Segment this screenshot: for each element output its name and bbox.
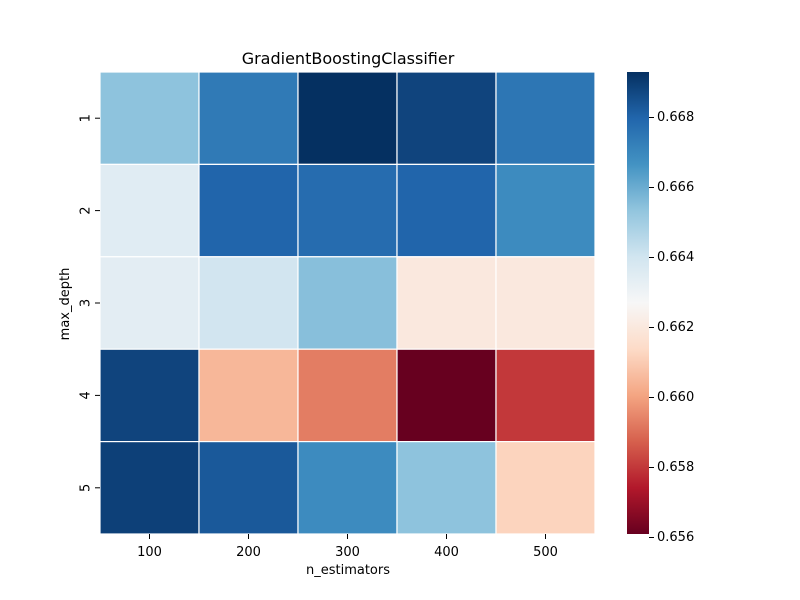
y-tick-label: 1 (79, 114, 94, 122)
heatmap-cell (495, 441, 596, 535)
colorbar-tick-label: 0.668 (657, 110, 694, 125)
y-tick-label: 5 (79, 484, 94, 492)
heatmap-cell (495, 348, 596, 443)
y-axis-label: max_depth (58, 268, 73, 341)
heatmap-cell (495, 71, 596, 166)
x-tick-label: 500 (533, 545, 558, 560)
heatmap-cell (396, 256, 497, 350)
heatmap-cell (99, 348, 200, 443)
heatmap-cell (396, 348, 497, 443)
heatmap-cell (396, 163, 497, 258)
heatmap-cell (297, 71, 398, 166)
y-tick-label: 4 (79, 391, 94, 399)
colorbar-tick-label: 0.666 (657, 180, 694, 195)
heatmap-cell (99, 256, 200, 350)
heatmap-cell (198, 348, 299, 443)
heatmap-cell (198, 71, 299, 166)
y-axis-ticks: 1 2 3 4 5 (79, 114, 100, 492)
colorbar-tick-label: 0.660 (657, 390, 694, 405)
heatmap-cell (396, 71, 497, 166)
heatmap-cell (297, 348, 398, 443)
heatmap-cell (297, 256, 398, 350)
x-tick-label: 200 (236, 545, 261, 560)
heatmap-cell (99, 163, 200, 258)
x-tick-label: 100 (137, 545, 162, 560)
colorbar (627, 72, 649, 534)
colorbar-ticks: 0.656 0.658 0.660 0.662 0.664 0.666 0.668 (649, 110, 694, 545)
heatmap-cell (198, 441, 299, 535)
colorbar-tick-label: 0.662 (657, 320, 694, 335)
heatmap-cell (297, 441, 398, 535)
heatmap-cell (396, 441, 497, 535)
colorbar-tick-label: 0.664 (657, 250, 694, 265)
y-tick-label: 3 (79, 299, 94, 307)
y-tick-label: 2 (79, 206, 94, 214)
heatmap-cell (297, 163, 398, 258)
heatmap-cells (99, 71, 596, 535)
heatmap-cell (495, 163, 596, 258)
heatmap-cell (198, 163, 299, 258)
chart-title: GradientBoostingClassifier (242, 49, 455, 68)
heatmap-cell (99, 71, 200, 166)
colorbar-tick-label: 0.658 (657, 460, 694, 475)
heatmap-cell (99, 441, 200, 535)
colorbar-tick-label: 0.656 (657, 530, 694, 545)
heatmap-cell (495, 256, 596, 350)
x-axis-ticks: 100 200 300 400 500 (137, 534, 558, 560)
x-axis-label: n_estimators (306, 563, 390, 578)
x-tick-label: 400 (434, 545, 459, 560)
heatmap-cell (198, 256, 299, 350)
x-tick-label: 300 (335, 545, 360, 560)
